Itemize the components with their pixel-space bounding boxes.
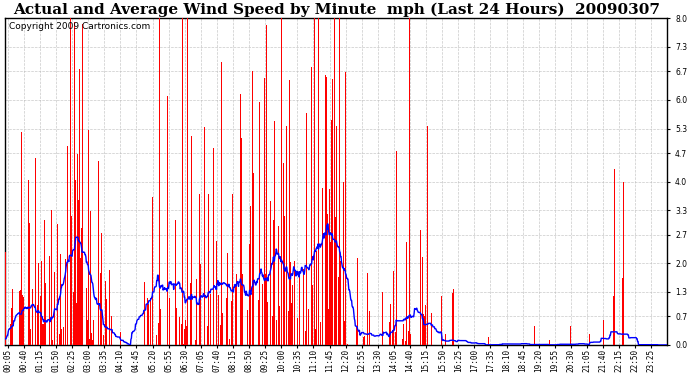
Text: Copyright 2009 Cartronics.com: Copyright 2009 Cartronics.com: [9, 22, 150, 31]
Title: Actual and Average Wind Speed by Minute  mph (Last 24 Hours)  20090307: Actual and Average Wind Speed by Minute …: [13, 3, 660, 17]
